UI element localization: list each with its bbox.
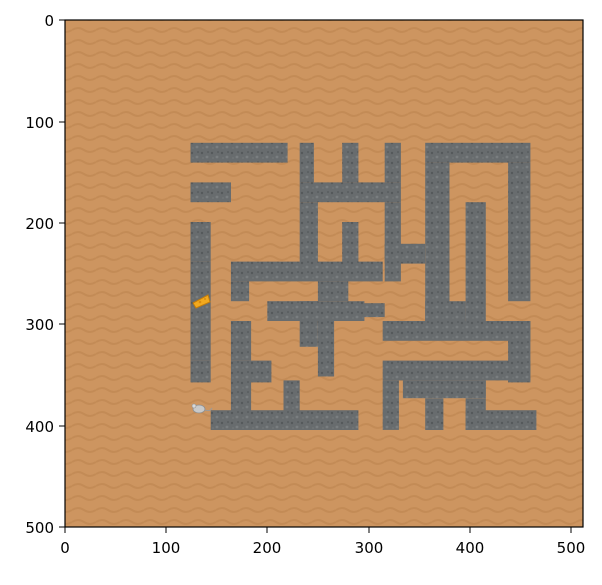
maze-wall-tile — [465, 202, 486, 321]
maze-wall-tile — [382, 380, 399, 430]
maze-wall-tile — [210, 410, 359, 430]
x-tick-label: 200 — [253, 539, 282, 557]
maze-wall-tile — [382, 321, 531, 341]
cheese-icon[interactable] — [192, 294, 211, 309]
maze-wall-tile — [190, 222, 211, 262]
maze-wall-tile — [299, 182, 401, 203]
maze-wall-tile — [342, 222, 359, 268]
x-axis: 0 100 200 300 400 500 — [60, 527, 585, 557]
y-tick-label: 500 — [25, 519, 54, 537]
maze-wall-tile — [342, 142, 359, 183]
maze-wall-tile — [230, 360, 272, 383]
plot-frame — [64, 19, 584, 528]
maze-wall-tile — [190, 142, 288, 163]
maze-wall-tile — [299, 142, 314, 183]
maze-wall-tile — [190, 182, 231, 203]
maze-wall-tile — [384, 243, 426, 264]
x-tick-label: 0 — [60, 539, 70, 557]
y-tick-label: 400 — [25, 418, 54, 436]
y-tick-label: 200 — [25, 215, 54, 233]
y-tick-label: 300 — [25, 316, 54, 334]
maze-wall-tile — [299, 202, 318, 266]
maze-wall-tile — [230, 261, 383, 282]
maze-wall-tile — [402, 380, 486, 399]
maze-wall-tile — [230, 321, 252, 361]
maze-wall-tile — [425, 162, 450, 321]
maze-wall-tile — [384, 142, 401, 183]
y-tick-label: 100 — [25, 114, 54, 132]
mouse-icon[interactable] — [191, 403, 213, 414]
maze-wall-tile — [299, 301, 318, 347]
maze-wall-tile — [190, 360, 211, 383]
x-tick-label: 300 — [355, 539, 384, 557]
maze-wall-tile — [508, 162, 531, 302]
y-tick-label: 0 — [44, 12, 54, 30]
y-axis: 0 100 200 300 400 500 — [25, 12, 65, 537]
maze-wall-tile — [425, 301, 466, 321]
x-tick-label: 500 — [557, 539, 586, 557]
maze-walls — [190, 142, 537, 430]
maze-wall-tile — [190, 261, 211, 361]
maze-wall-tile — [317, 321, 335, 377]
maze-wall-tile — [230, 281, 250, 302]
maze-wall-tile — [317, 281, 349, 302]
x-tick-label: 100 — [152, 539, 181, 557]
maze-wall-tile — [358, 303, 385, 318]
maze-wall-tile — [465, 410, 537, 430]
maze-wall-tile — [425, 142, 531, 163]
maze-wall-tile — [384, 202, 401, 282]
maze-wall-tile — [382, 360, 531, 381]
maze-wall-tile — [425, 398, 444, 430]
x-tick-label: 400 — [456, 539, 485, 557]
